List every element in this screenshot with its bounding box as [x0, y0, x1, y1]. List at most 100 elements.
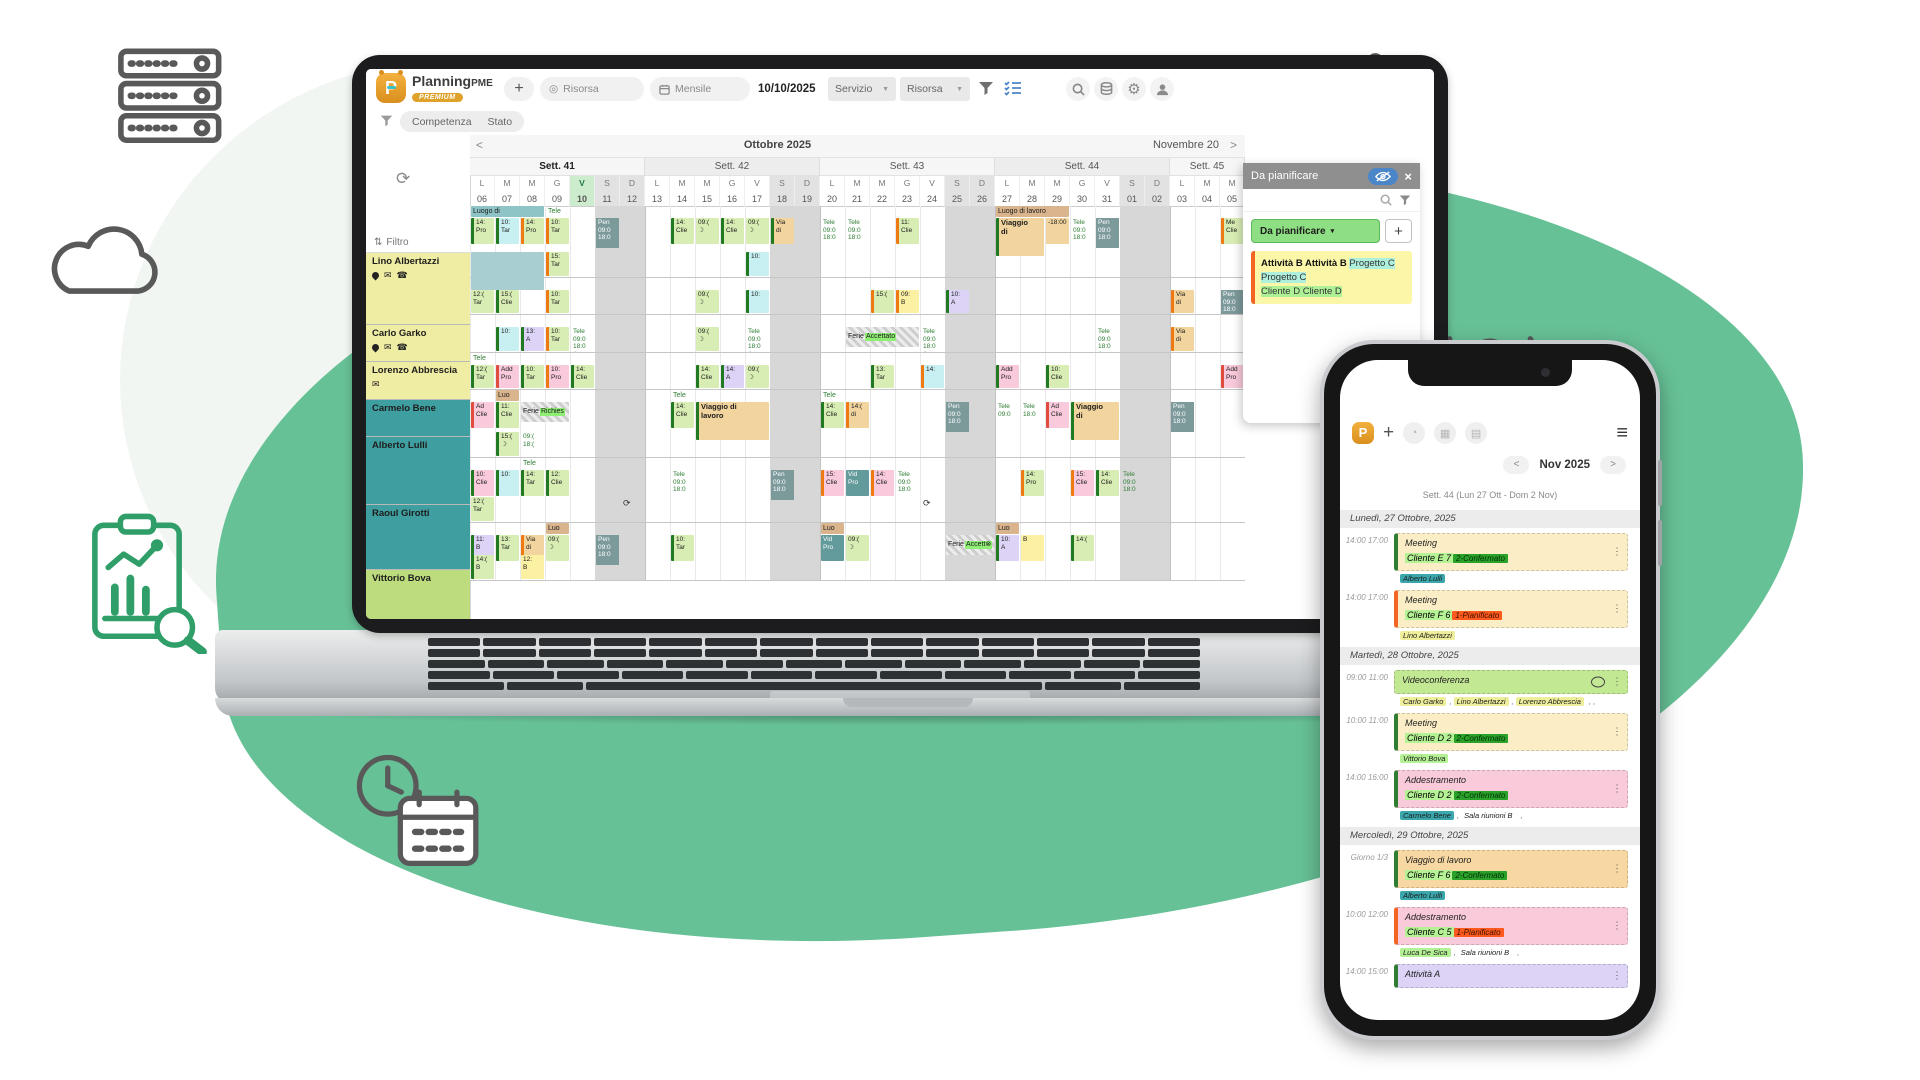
event-chip[interactable]: 15: Tar: [546, 252, 569, 276]
event-chip[interactable]: 14: Clie: [1096, 470, 1119, 496]
event-chip[interactable]: 11: B: [471, 535, 494, 561]
event-chip[interactable]: Me Clie: [1221, 218, 1244, 244]
event-card[interactable]: Attività A ⋮: [1394, 964, 1628, 988]
event-chip[interactable]: 14: Pro: [1021, 470, 1044, 496]
event-chip[interactable]: Via di: [1171, 290, 1194, 313]
resource-filter-select[interactable]: Risorsa ▼: [900, 77, 970, 101]
event-chip[interactable]: 09:(☽: [846, 535, 869, 561]
event-chip[interactable]: Tele 09:0 18:0: [898, 471, 911, 494]
event-chip[interactable]: 09:(18:(: [523, 433, 535, 448]
resource-row-header[interactable]: Carmelo Bene: [366, 400, 470, 437]
event-chip[interactable]: 10: Clie: [1046, 365, 1069, 388]
kebab-menu-icon[interactable]: ⋮: [1612, 783, 1622, 795]
event-chip[interactable]: 09:(☽: [746, 365, 769, 388]
event-chip[interactable]: Pen 09:0 18:0: [946, 402, 969, 432]
day-number-cell[interactable]: 19: [795, 191, 820, 207]
event-chip[interactable]: Pen 09:0 18:0: [596, 218, 619, 248]
event-chip[interactable]: Ferie Accettato: [846, 327, 919, 347]
settings-gear-icon[interactable]: ⚙: [1122, 77, 1146, 101]
filter-funnel-icon[interactable]: [978, 80, 994, 99]
event-card[interactable]: Meeting Cliente F 6 1-Pianificato ⋮: [1394, 590, 1628, 628]
next-month-button[interactable]: >: [1229, 138, 1237, 152]
event-chip[interactable]: 12: Clie: [546, 470, 569, 496]
kebab-menu-icon[interactable]: ⋮: [1612, 863, 1622, 875]
filter-stato[interactable]: Stato: [487, 115, 513, 128]
checklist-icon[interactable]: [1004, 80, 1022, 99]
day-number-cell[interactable]: 24: [920, 191, 945, 207]
kebab-menu-icon[interactable]: ⋮: [1612, 970, 1622, 982]
kebab-menu-icon[interactable]: ⋮: [1612, 920, 1622, 932]
event-chip[interactable]: Ad Clie: [1046, 402, 1069, 428]
panel-add-button[interactable]: +: [1385, 219, 1412, 243]
event-chip[interactable]: Vid Pro: [821, 535, 844, 561]
eye-hidden-icon[interactable]: [1368, 167, 1399, 185]
event-chip[interactable]: 09:(☽: [546, 535, 569, 561]
day-number-cell[interactable]: 20: [820, 191, 845, 207]
active-filters[interactable]: Competenza Stato: [400, 111, 525, 132]
event-chip[interactable]: 15:(Clie: [496, 290, 519, 313]
event-chip[interactable]: Tele 09:0 18:0: [673, 471, 686, 494]
resource-row-header[interactable]: Vittorio Bova: [366, 570, 470, 619]
sort-icon[interactable]: ⇅: [374, 237, 383, 248]
event-chip[interactable]: 12:(Tar: [471, 497, 494, 521]
event-chip[interactable]: 14:(di: [846, 402, 869, 428]
event-chip[interactable]: 10: Clie: [471, 470, 494, 496]
event-chip[interactable]: 14: Clie: [721, 218, 744, 244]
day-number-cell[interactable]: 11: [595, 191, 620, 207]
event-chip[interactable]: Add Pro: [1221, 365, 1244, 388]
unplanned-task-card[interactable]: Attività B Attività B Progetto C Progett…: [1251, 251, 1412, 305]
resource-row-header[interactable]: Lino Albertazzi ✉ ☎: [366, 253, 470, 325]
day-number-cell[interactable]: 10: [570, 191, 595, 207]
prev-month-button[interactable]: <: [476, 138, 484, 152]
event-chip[interactable]: 15: Clie: [821, 470, 844, 496]
event-chip[interactable]: 10:: [496, 470, 519, 496]
close-icon[interactable]: ×: [1404, 168, 1412, 184]
event-chip[interactable]: 09:(☽: [746, 218, 769, 244]
event-chip[interactable]: 15: Clie: [1071, 470, 1094, 496]
day-number-cell[interactable]: 02: [1145, 191, 1170, 207]
resource-row-header[interactable]: Lorenzo Abbrescia ✉: [366, 362, 470, 400]
event-chip[interactable]: Add Pro: [996, 365, 1019, 388]
resource-row-header[interactable]: Carlo Garko ✉ ☎: [366, 325, 470, 362]
event-chip[interactable]: Vid Pro: [846, 470, 869, 496]
view-mode-select[interactable]: Mensile: [650, 77, 750, 101]
kebab-menu-icon[interactable]: ⋮: [1612, 726, 1622, 738]
hamburger-menu-icon[interactable]: ≡: [1616, 421, 1628, 444]
day-number-cell[interactable]: 30: [1070, 191, 1095, 207]
add-event-button[interactable]: +: [504, 77, 534, 101]
day-number-cell[interactable]: 16: [720, 191, 745, 207]
kebab-menu-icon[interactable]: ⋮: [1612, 603, 1622, 615]
panel-funnel-icon[interactable]: [1399, 194, 1411, 206]
da-pianificare-dropdown[interactable]: Da pianificare ▾: [1251, 219, 1380, 243]
day-number-cell[interactable]: 06: [470, 191, 495, 207]
event-chip[interactable]: 12: B: [521, 555, 544, 579]
event-chip[interactable]: 11: Clie: [896, 218, 919, 244]
date-picker[interactable]: 10/10/2025: [758, 83, 816, 95]
event-chip[interactable]: B: [1021, 535, 1044, 561]
resource-row-header[interactable]: Alberto Lulli: [366, 437, 470, 505]
day-number-cell[interactable]: 15: [695, 191, 720, 207]
day-number-cell[interactable]: 17: [745, 191, 770, 207]
filter-funnel-small-icon[interactable]: [380, 114, 393, 130]
event-chip[interactable]: 15:(☽: [496, 432, 519, 456]
event-chip[interactable]: 09:(☽: [696, 327, 719, 351]
day-number-cell[interactable]: 18: [770, 191, 795, 207]
day-number-cell[interactable]: 05: [1220, 191, 1245, 207]
event-chip[interactable]: Tele 09:0: [998, 403, 1011, 418]
event-chip[interactable]: 14: Clie: [671, 218, 694, 244]
event-chip[interactable]: Tele 09:0 18:0: [1123, 471, 1136, 494]
event-chip[interactable]: Tele 09:0 18:0: [823, 219, 836, 242]
panel-search-icon[interactable]: [1380, 194, 1392, 206]
database-icon[interactable]: [1094, 77, 1118, 101]
mobile-toolbar-icon[interactable]: ◔: [1403, 422, 1426, 444]
event-chip[interactable]: 10:: [746, 252, 769, 276]
day-number-cell[interactable]: 04: [1195, 191, 1220, 207]
event-chip[interactable]: 10: Tar: [546, 218, 569, 244]
event-chip[interactable]: 14:(B: [471, 555, 494, 579]
resource-row-header[interactable]: Raoul Girotti: [366, 505, 470, 570]
event-card[interactable]: Meeting Cliente D 2 2-Confermato ⋮: [1394, 713, 1628, 751]
event-chip[interactable]: 10: Pro: [546, 365, 569, 388]
